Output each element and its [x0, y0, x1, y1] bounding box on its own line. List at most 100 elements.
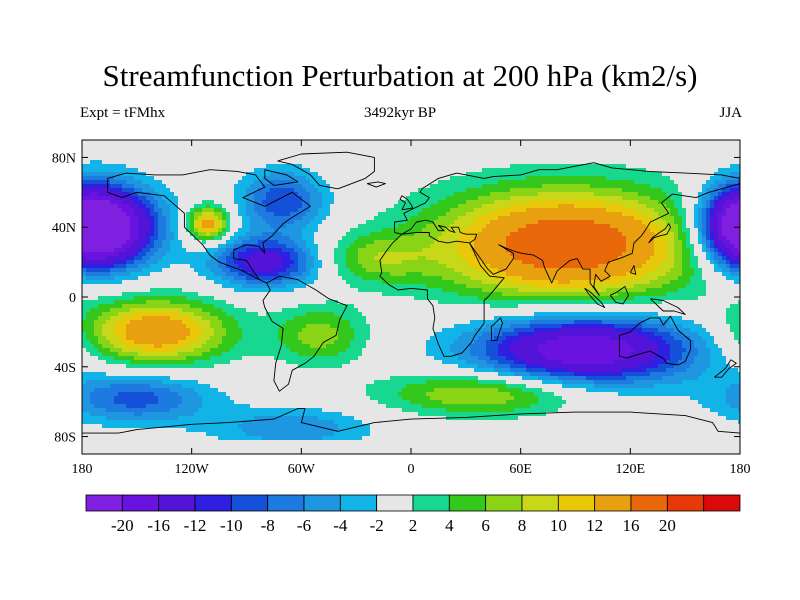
field-cell — [234, 148, 239, 153]
field-cell — [226, 396, 231, 401]
field-cell — [190, 352, 195, 357]
field-cell — [218, 208, 223, 213]
field-cell — [234, 240, 239, 245]
field-cell — [234, 392, 239, 397]
field-cell — [294, 308, 299, 313]
field-cell — [218, 160, 223, 165]
field-cell — [166, 216, 171, 221]
field-cell — [210, 420, 215, 425]
field-cell — [330, 336, 335, 341]
field-cell — [250, 420, 255, 425]
field-cell — [114, 344, 119, 349]
field-cell — [134, 404, 139, 409]
field-cell — [198, 360, 203, 365]
field-cell — [158, 440, 163, 445]
field-cell — [206, 380, 211, 385]
field-cell — [102, 264, 107, 269]
field-cell — [110, 160, 115, 165]
field-cell — [294, 156, 299, 161]
field-cell — [262, 316, 267, 321]
field-cell — [126, 216, 131, 221]
field-cell — [102, 452, 107, 454]
field-cell — [262, 188, 267, 193]
field-cell — [146, 436, 151, 441]
field-cell — [142, 340, 147, 345]
field-cell — [282, 244, 287, 249]
field-cell — [154, 196, 159, 201]
field-cell — [230, 312, 235, 317]
field-cell — [166, 140, 171, 145]
field-cell — [310, 276, 315, 281]
field-cell — [122, 224, 127, 229]
field-cell — [190, 212, 195, 217]
field-cell — [258, 260, 263, 265]
field-cell — [206, 452, 211, 454]
field-cell — [302, 396, 307, 401]
field-cell — [262, 140, 267, 145]
field-cell — [314, 340, 319, 345]
field-cell — [130, 196, 135, 201]
field-cell — [150, 420, 155, 425]
field-cell — [214, 376, 219, 381]
field-cell — [206, 432, 211, 437]
field-cell — [214, 356, 219, 361]
field-cell — [162, 356, 167, 361]
field-cell — [230, 408, 235, 413]
field-cell — [302, 340, 307, 345]
field-cell — [226, 372, 231, 377]
field-cell — [150, 260, 155, 265]
field-cell — [134, 140, 139, 145]
field-cell — [110, 356, 115, 361]
field-cell — [226, 440, 231, 445]
field-cell — [202, 340, 207, 345]
field-cell — [130, 176, 135, 181]
field-cell — [218, 376, 223, 381]
field-cell — [198, 292, 203, 297]
field-cell — [190, 204, 195, 209]
field-cell — [206, 260, 211, 265]
field-cell — [278, 416, 283, 421]
field-cell — [278, 180, 283, 185]
field-cell — [186, 436, 191, 441]
field-cell — [266, 372, 271, 377]
field-cell — [254, 236, 259, 241]
field-cell — [238, 152, 243, 157]
field-cell — [238, 196, 243, 201]
field-cell — [166, 312, 171, 317]
field-cell — [166, 220, 171, 225]
field-cell — [306, 196, 311, 201]
field-cell — [110, 296, 115, 301]
field-cell — [134, 156, 139, 161]
field-cell — [158, 196, 163, 201]
field-cell — [202, 356, 207, 361]
field-cell — [94, 160, 99, 165]
field-cell — [130, 272, 135, 277]
field-cell — [90, 268, 95, 273]
field-cell — [242, 332, 247, 337]
field-cell — [182, 332, 187, 337]
field-cell — [154, 352, 159, 357]
field-cell — [154, 216, 159, 221]
field-cell — [298, 272, 303, 277]
field-cell — [278, 228, 283, 233]
field-cell — [142, 228, 147, 233]
field-cell — [222, 432, 227, 437]
field-cell — [118, 320, 123, 325]
field-cell — [234, 332, 239, 337]
field-cell — [230, 332, 235, 337]
field-cell — [114, 212, 119, 217]
field-cell — [150, 176, 155, 181]
field-cell — [318, 400, 323, 405]
field-cell — [162, 408, 167, 413]
field-cell — [178, 292, 183, 297]
field-cell — [278, 392, 283, 397]
field-cell — [106, 400, 111, 405]
field-cell — [214, 232, 219, 237]
field-cell — [114, 320, 119, 325]
field-cell — [126, 356, 131, 361]
field-cell — [286, 448, 291, 453]
field-cell — [122, 372, 127, 377]
field-cell — [110, 224, 115, 229]
field-cell — [114, 364, 119, 369]
field-cell — [122, 140, 127, 145]
